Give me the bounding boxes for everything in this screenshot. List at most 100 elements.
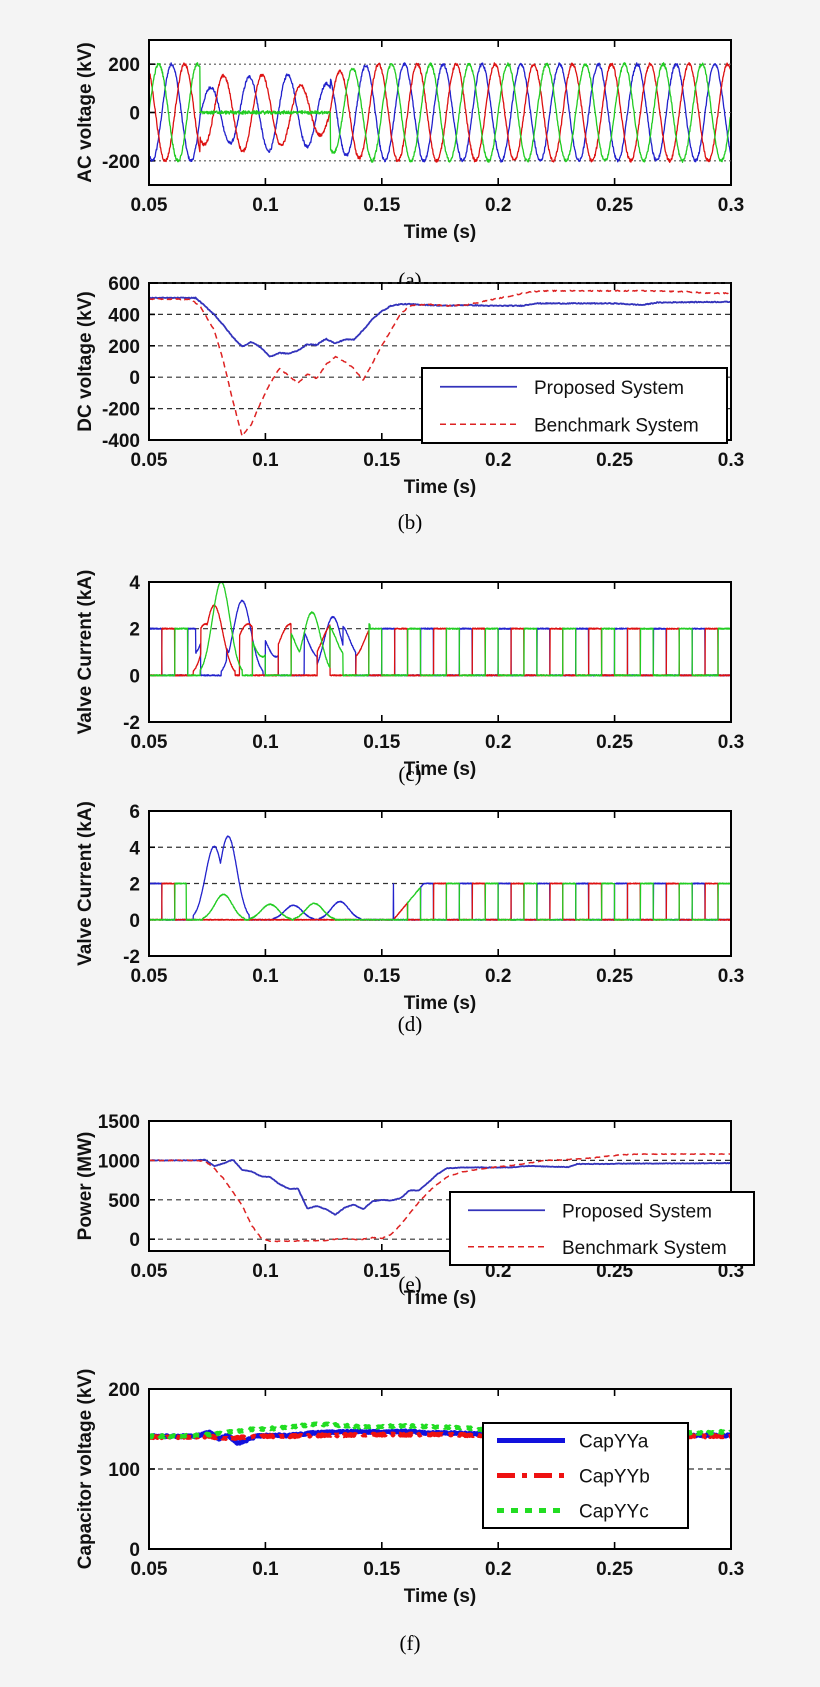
x-tick-label: 0.2 <box>485 1559 511 1580</box>
trace-phase-b <box>150 61 730 164</box>
x-tick-label: 0.3 <box>718 732 744 753</box>
panel-b: 600 400 200 0 -200 -400 0.05 0.1 0.15 0.2 0.25 0.3 D… <box>0 253 820 530</box>
chart-panel-e: 1500 1000 500 0 0.05 0.1 0.15 0.2 0.25 0.3 Power (… <box>75 1112 755 1309</box>
x-tick-label: 0.3 <box>718 450 744 471</box>
y-tick-label: 2 <box>129 620 140 641</box>
y-tick-label: 1000 <box>98 1151 140 1172</box>
trace-valve-red <box>150 604 730 677</box>
y-tick-label: 100 <box>108 1460 140 1481</box>
x-tick-label: 0.25 <box>596 450 633 471</box>
x-tick-label: 0.3 <box>718 1559 744 1580</box>
legend-label: Benchmark System <box>534 415 699 436</box>
y-tick-label: -200 <box>102 152 140 173</box>
trace-phase-a <box>150 62 730 163</box>
y-tick-label: 600 <box>108 274 140 295</box>
legend-label: CapYYa <box>579 1432 649 1453</box>
x-tick-label: 0.05 <box>131 1559 168 1580</box>
legend-label: Benchmark System <box>562 1238 727 1259</box>
y-axis-label: Capacitor voltage (kV) <box>75 1369 96 1570</box>
y-tick-label: -400 <box>102 431 140 452</box>
x-tick-label: 0.05 <box>131 966 168 987</box>
y-tick-label: 0 <box>129 666 140 687</box>
y-tick-label: 2 <box>129 875 140 896</box>
trace-Proposed-System <box>150 1158 730 1216</box>
trace-phase-c <box>150 62 730 163</box>
x-axis-label: Time (s) <box>404 222 477 243</box>
traces <box>150 835 730 921</box>
x-tick-label: 0.25 <box>596 966 633 987</box>
panel-letter: (f) <box>399 1631 421 1655</box>
trace-valve-green <box>150 583 730 677</box>
legend-power: Proposed System Benchmark System <box>449 1191 755 1266</box>
chart-panel-a: 200 0 -200 0.05 0.1 0.15 0.2 0.25 0.3 AC voltage … <box>75 39 744 243</box>
trace-valve-green <box>150 882 730 921</box>
y-tick-label: 0 <box>129 911 140 932</box>
x-tick-label: 0.15 <box>363 966 400 987</box>
legend-label: Proposed System <box>562 1201 712 1222</box>
y-tick-label: 0 <box>129 104 140 125</box>
y-tick-label: 200 <box>108 1380 140 1401</box>
x-tick-label: 0.1 <box>252 195 279 216</box>
x-tick-label: 0.05 <box>131 195 168 216</box>
x-axis-label: Time (s) <box>404 477 477 498</box>
x-tick-label: 0.2 <box>485 450 511 471</box>
x-tick-label: 0.3 <box>718 1261 744 1282</box>
panel-letter: (d) <box>397 1012 423 1036</box>
traces <box>150 289 730 437</box>
y-tick-label: 500 <box>108 1191 140 1212</box>
y-tick-label: 6 <box>129 802 140 823</box>
panel-a: 200 0 -200 0.05 0.1 0.15 0.2 0.25 0.3 AC voltage … <box>0 10 820 275</box>
y-tick-label: 200 <box>108 55 140 76</box>
x-tick-label: 0.05 <box>131 1261 168 1282</box>
x-tick-label: 0.1 <box>252 1261 279 1282</box>
legend-label: CapYYb <box>579 1467 650 1488</box>
y-tick-label: 200 <box>108 337 140 358</box>
panel-letter: (b) <box>397 510 423 534</box>
y-tick-label: 400 <box>108 305 140 326</box>
x-tick-label: 0.05 <box>131 450 168 471</box>
x-axis-label: Time (s) <box>404 1288 477 1309</box>
panel-letter: (e) <box>398 1272 422 1296</box>
panel-letter: (c) <box>398 762 422 786</box>
x-tick-label: 0.15 <box>363 732 400 753</box>
chart-panel-d: 6 4 2 0 -20.05 0.1 0.15 0.2 0.25 0.3 Valve Current… <box>75 801 744 1014</box>
trace-Benchmark-System <box>150 289 730 437</box>
y-axis-label: Valve Current (kA) <box>75 801 96 966</box>
x-tick-label: 0.3 <box>718 195 744 216</box>
y-axis-label: DC voltage (kV) <box>75 291 96 431</box>
x-axis-label: Time (s) <box>404 759 477 780</box>
x-tick-label: 0.25 <box>596 1261 633 1282</box>
x-tick-label: 0.25 <box>596 732 633 753</box>
panel-e: 1500 1000 500 0 0.05 0.1 0.15 0.2 0.25 0.3 Power (… <box>0 1091 820 1341</box>
trace-Benchmark-System <box>150 1153 730 1243</box>
x-tick-label: 0.2 <box>485 732 511 753</box>
x-tick-label: 0.3 <box>718 966 744 987</box>
y-tick-label: 4 <box>129 838 140 859</box>
plot-area <box>148 581 732 723</box>
y-tick-label: 4 <box>129 573 140 594</box>
y-tick-label: -2 <box>123 713 140 734</box>
x-tick-label: 0.2 <box>485 195 511 216</box>
x-tick-label: 0.1 <box>252 966 279 987</box>
y-axis-label: Power (MW) <box>75 1132 96 1241</box>
panel-f: 200 100 0 0.05 0.1 0.15 0.2 0.25 0.3 Capacitor vo… <box>0 1359 820 1639</box>
y-tick-label: -200 <box>102 400 140 421</box>
x-tick-label: 0.2 <box>485 1261 511 1282</box>
x-tick-label: 0.2 <box>485 966 511 987</box>
x-tick-label: 0.05 <box>131 732 168 753</box>
legend-dc-voltage: Proposed System Benchmark System <box>421 367 728 444</box>
traces <box>150 583 730 677</box>
y-tick-label: 0 <box>129 1230 140 1251</box>
legend-box <box>421 367 728 444</box>
traces <box>150 61 730 164</box>
y-tick-label: 0 <box>129 368 140 389</box>
chart-panel-c: 4 2 0 -20.05 0.1 0.15 0.2 0.25 0.3 Valve Current … <box>75 570 744 780</box>
legend-box <box>449 1191 755 1266</box>
chart-panel-f: 200 100 00.05 0.1 0.15 0.2 0.25 0.3 Capacitor vo… <box>75 1369 744 1607</box>
y-axis-label: Valve Current (kA) <box>75 570 96 735</box>
panel-c: 4 2 0 -2 0.05 0.1 0.15 0.2 0.25 0.3 Valve Current … <box>0 552 820 812</box>
y-tick-label: 0 <box>129 1540 140 1561</box>
x-tick-label: 0.25 <box>596 195 633 216</box>
